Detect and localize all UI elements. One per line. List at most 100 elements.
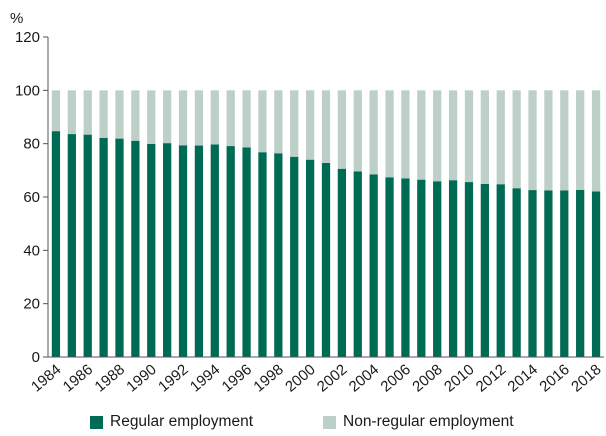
bar-regular-1987 bbox=[99, 137, 108, 357]
bar-non-regular-2005 bbox=[385, 90, 394, 178]
bar-regular-2004 bbox=[369, 174, 378, 357]
bar-non-regular-2015 bbox=[544, 90, 553, 191]
bar-regular-1994 bbox=[210, 144, 219, 357]
bar-non-regular-1995 bbox=[226, 90, 235, 147]
bar-non-regular-1994 bbox=[210, 90, 219, 145]
bar-regular-1995 bbox=[226, 146, 235, 357]
bar-non-regular-2001 bbox=[321, 90, 331, 163]
bar-regular-2005 bbox=[385, 177, 394, 357]
x-tick-label: 1992 bbox=[155, 361, 191, 395]
y-tick-label: 40 bbox=[23, 242, 40, 259]
bar-non-regular-2017 bbox=[576, 90, 585, 190]
bar-non-regular-2010 bbox=[464, 90, 474, 183]
legend-swatch-non-regular-employment bbox=[323, 415, 336, 429]
x-tick-label: 1984 bbox=[28, 361, 64, 395]
x-tick-label: 1998 bbox=[250, 361, 286, 395]
bar-regular-1988 bbox=[115, 138, 124, 357]
x-tick-label: 1990 bbox=[123, 361, 159, 395]
x-tick-label: 2000 bbox=[282, 361, 318, 395]
bar-non-regular-1984 bbox=[51, 90, 61, 132]
bar-regular-2002 bbox=[337, 168, 347, 357]
y-axis: 0 20 40 60 80 100 120 bbox=[15, 29, 49, 366]
bar-regular-1984 bbox=[51, 131, 61, 357]
legend-item-regular-employment: Regular employment bbox=[90, 413, 253, 431]
bar-non-regular-2003 bbox=[353, 90, 362, 172]
bar-non-regular-1992 bbox=[178, 90, 188, 146]
x-tick-label: 2014 bbox=[505, 361, 541, 395]
bar-non-regular-2008 bbox=[433, 90, 442, 182]
bar-non-regular-1998 bbox=[274, 90, 283, 154]
bar-regular-1989 bbox=[131, 140, 140, 357]
bar-non-regular-2004 bbox=[369, 90, 378, 175]
bar-regular-2016 bbox=[560, 190, 569, 357]
x-tick-label: 2016 bbox=[536, 361, 572, 395]
bar-non-regular-2012 bbox=[496, 90, 505, 185]
x-tick-label: 2012 bbox=[473, 361, 509, 395]
bar-regular-1996 bbox=[242, 147, 251, 357]
bar-non-regular-2006 bbox=[401, 90, 410, 179]
x-tick-label: 2006 bbox=[378, 361, 414, 395]
x-tick-label: 1996 bbox=[219, 361, 255, 395]
bar-non-regular-1996 bbox=[242, 90, 251, 148]
x-tick-label: 1986 bbox=[60, 361, 96, 395]
bar-non-regular-1990 bbox=[147, 90, 156, 144]
bar-non-regular-2000 bbox=[305, 90, 315, 160]
x-tick-label: 1988 bbox=[92, 361, 128, 395]
x-tick-label: 2002 bbox=[314, 361, 350, 395]
bar-regular-2013 bbox=[512, 188, 521, 357]
bar-regular-1986 bbox=[83, 134, 92, 357]
bar-regular-2006 bbox=[401, 178, 410, 357]
bar-non-regular-1991 bbox=[163, 90, 172, 144]
bar-regular-1990 bbox=[147, 143, 156, 357]
x-tick-label: 2008 bbox=[409, 361, 445, 395]
legend-swatch-regular-employment bbox=[90, 415, 103, 429]
y-tick-label: 100 bbox=[15, 82, 40, 99]
bar-regular-2017 bbox=[576, 189, 585, 357]
bar-non-regular-1985 bbox=[67, 90, 76, 135]
bar-non-regular-2009 bbox=[448, 90, 458, 181]
legend: Regular employment Non-regular employmen… bbox=[0, 410, 606, 436]
bar-regular-2001 bbox=[321, 162, 331, 357]
y-tick-label: 60 bbox=[23, 189, 40, 206]
bar-non-regular-2013 bbox=[512, 90, 521, 189]
bar-regular-2008 bbox=[433, 181, 442, 357]
bar-regular-1992 bbox=[178, 145, 188, 357]
bar-non-regular-2018 bbox=[591, 90, 601, 192]
x-tick-label: 2018 bbox=[568, 361, 604, 395]
x-tick-label: 2004 bbox=[346, 361, 382, 395]
bar-regular-2003 bbox=[353, 171, 362, 357]
bar-regular-1993 bbox=[194, 145, 204, 357]
bar-regular-2015 bbox=[544, 190, 553, 357]
y-tick-label: 120 bbox=[15, 29, 40, 46]
x-tick-label: 2010 bbox=[441, 361, 477, 395]
bar-regular-2018 bbox=[591, 191, 601, 357]
bar-non-regular-1993 bbox=[194, 90, 204, 146]
x-tick-label: 1994 bbox=[187, 361, 223, 395]
x-axis: 1984198619881990199219941996199820002002… bbox=[28, 356, 605, 396]
legend-item-non-regular-employment: Non-regular employment bbox=[323, 413, 514, 431]
bar-non-regular-1986 bbox=[83, 90, 92, 135]
bar-non-regular-1999 bbox=[290, 90, 299, 157]
bar-regular-2012 bbox=[496, 184, 505, 357]
y-tick-label: 80 bbox=[23, 136, 40, 153]
bar-regular-2007 bbox=[417, 179, 426, 357]
legend-label-regular-employment: Regular employment bbox=[110, 413, 254, 430]
bar-regular-2014 bbox=[528, 190, 537, 357]
bars bbox=[51, 90, 601, 357]
bar-regular-2011 bbox=[480, 183, 489, 357]
bar-non-regular-1997 bbox=[258, 90, 267, 153]
bar-regular-2000 bbox=[305, 159, 315, 357]
bar-non-regular-2007 bbox=[417, 90, 426, 180]
bar-regular-1985 bbox=[67, 134, 76, 357]
bar-non-regular-2014 bbox=[528, 90, 537, 191]
bar-regular-1991 bbox=[163, 143, 172, 357]
bar-non-regular-2011 bbox=[480, 90, 489, 184]
y-axis-unit-label: % bbox=[10, 10, 23, 27]
bar-non-regular-1987 bbox=[99, 90, 108, 138]
bar-non-regular-1989 bbox=[131, 90, 140, 141]
bar-regular-1997 bbox=[258, 152, 267, 357]
bar-regular-1999 bbox=[290, 156, 299, 357]
bar-regular-1998 bbox=[274, 153, 283, 357]
bar-non-regular-2016 bbox=[560, 90, 569, 191]
